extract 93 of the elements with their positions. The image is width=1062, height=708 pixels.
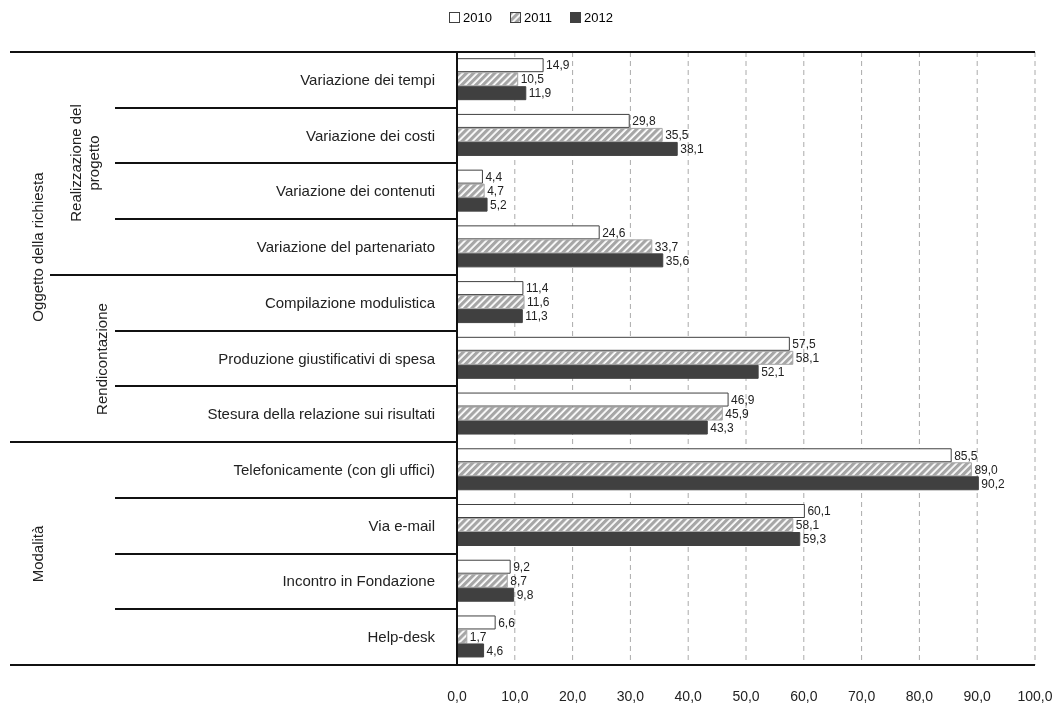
x-tick-label: 30,0 [616,687,645,704]
bar [457,476,979,491]
data-label: 9,2 [513,559,531,574]
data-label: 89,0 [974,462,999,477]
data-label: 8,7 [510,573,528,588]
x-tick-label: 0,0 [447,687,467,704]
bar [457,141,678,156]
bar [457,183,485,198]
data-label: 24,6 [602,225,626,240]
data-label: 29,8 [632,114,656,129]
bar [457,615,496,630]
data-label: 58,1 [795,351,820,366]
y-tick-label: Stesura della relazione sui risultati [207,405,435,423]
y-tick-label: Variazione dei contenuti [276,182,435,200]
data-label: 58,1 [795,518,820,533]
data-label: 11,6 [527,295,550,310]
bar [457,420,708,435]
y-tick-label: Incontro in Fondazione [282,572,435,590]
x-tick-label: 90,0 [963,687,992,704]
data-label: 35,5 [665,128,689,143]
data-label: 1,7 [469,629,487,644]
bar [457,448,952,463]
bar [457,364,759,379]
data-label: 33,7 [654,239,679,254]
data-label: 52,1 [761,365,785,380]
bar [457,336,790,351]
data-label: 59,3 [802,532,827,547]
bar [457,643,485,658]
bar [457,532,801,547]
bar [457,309,523,324]
bar [457,559,511,574]
data-label: 5,2 [490,197,508,212]
bar [457,169,483,184]
bar [457,406,723,421]
bar [457,58,544,73]
x-tick-label: 70,0 [847,687,876,704]
data-label: 4,7 [487,183,505,198]
y-tick-label: Variazione dei costi [306,126,435,144]
data-label: 38,1 [680,142,704,157]
data-label: 57,5 [792,337,817,352]
legend-label: 2011 [523,10,552,25]
x-tick-label: 10,0 [501,687,529,704]
data-label: 60,1 [807,504,832,519]
legend-label: 2012 [583,10,613,25]
bar [457,573,508,588]
data-label: 85,5 [954,448,978,463]
data-label: 4,6 [486,643,504,658]
text: Oggetto della richiesta [29,172,47,322]
x-tick-label: 60,0 [790,687,818,704]
y-tick-label: Variazione dei tempi [300,70,435,88]
data-label: 10,5 [520,72,545,87]
data-label: 11,3 [525,309,549,324]
bar [457,504,805,519]
data-label: 46,9 [731,392,755,407]
y-tick-label: Produzione giustificativi di spesa [218,349,436,367]
x-tick-label: 50,0 [732,687,760,704]
bar [457,113,630,128]
bar [457,295,525,310]
bar [457,350,794,365]
bar [457,253,664,268]
data-label: 4,4 [485,169,503,184]
data-label: 11,9 [528,86,552,101]
y-tick-label: Compilazione modulistica [264,293,436,311]
x-tick-label: 80,0 [905,687,934,704]
text: Modalità [29,525,47,582]
text: Realizzazione del progetto [67,103,103,225]
y-tick-label: Via e-mail [368,516,435,534]
y-tick-label: Telefonicamente (con gli uffici) [233,460,435,478]
bar [457,518,794,533]
data-label: 90,2 [981,476,1006,491]
bar [457,197,488,212]
x-tick-label: 20,0 [558,687,587,704]
legend-label: 2010 [462,10,493,25]
x-tick-label: 40,0 [674,687,703,704]
bar [457,281,524,296]
bar [457,72,519,87]
data-label: 11,4 [525,281,549,296]
data-label: 45,9 [725,406,749,421]
data-label: 9,8 [516,587,534,602]
data-label: 35,6 [665,253,690,268]
bar [457,462,972,477]
bar [457,225,600,240]
x-tick-label: 100,0 [1017,687,1053,704]
data-label: 43,3 [710,420,734,435]
bar [457,587,515,602]
y-tick-label: Variazione del partenariato [256,238,435,256]
bar [457,392,729,407]
bar [457,86,527,101]
data-label: 6,6 [498,615,516,630]
bar [457,239,653,254]
text: Rendicontazione [92,302,111,415]
data-label: 14,9 [546,58,570,73]
y-tick-label: Help-desk [367,628,436,646]
